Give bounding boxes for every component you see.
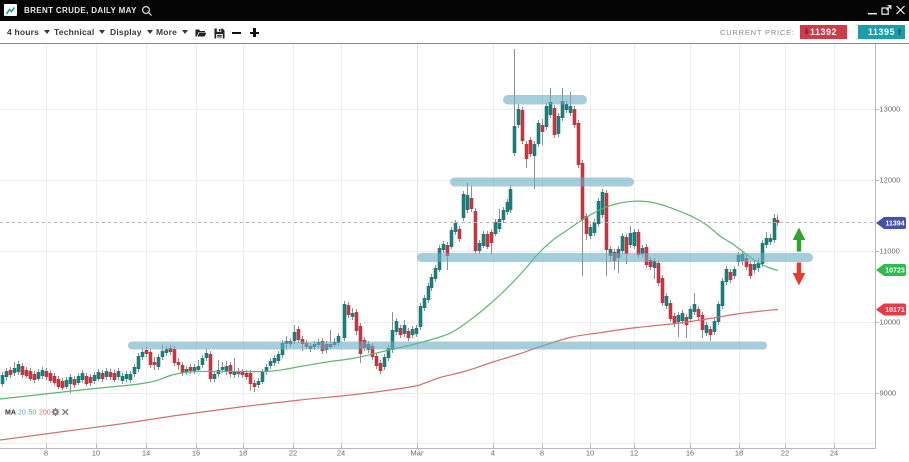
- svg-text:20: 20: [18, 410, 26, 417]
- svg-text:4: 4: [491, 449, 495, 458]
- svg-text:8: 8: [540, 449, 544, 458]
- svg-text:18: 18: [239, 449, 247, 458]
- svg-text:50: 50: [29, 410, 37, 417]
- svg-text:16: 16: [686, 449, 694, 458]
- svg-text:Mar: Mar: [411, 449, 424, 458]
- svg-text:10: 10: [586, 449, 594, 458]
- svg-text:24: 24: [830, 449, 838, 458]
- svg-text:12000: 12000: [880, 176, 901, 185]
- svg-text:16: 16: [192, 449, 200, 458]
- svg-text:10000: 10000: [880, 318, 901, 327]
- svg-text:MA: MA: [5, 410, 16, 417]
- svg-text:13000: 13000: [880, 105, 901, 114]
- svg-text:22: 22: [289, 449, 297, 458]
- svg-text:9000: 9000: [880, 389, 897, 398]
- svg-text:11394: 11394: [885, 221, 904, 228]
- svg-text:12: 12: [630, 449, 638, 458]
- svg-text:200: 200: [39, 410, 51, 417]
- svg-text:18: 18: [735, 449, 743, 458]
- svg-text:24: 24: [337, 449, 345, 458]
- svg-text:8: 8: [44, 449, 48, 458]
- svg-text:10723: 10723: [885, 268, 905, 275]
- svg-text:14: 14: [142, 449, 150, 458]
- svg-text:22: 22: [781, 449, 789, 458]
- svg-text:11000: 11000: [880, 247, 900, 256]
- svg-text:10: 10: [92, 449, 100, 458]
- svg-text:10171: 10171: [885, 307, 905, 314]
